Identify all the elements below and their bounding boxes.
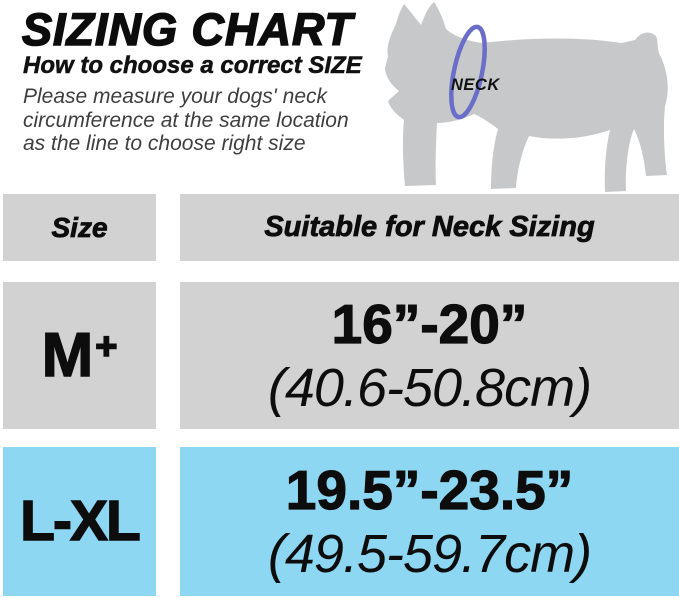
page-subtitle: How to choose a correct SIZE xyxy=(23,52,362,79)
neck-range-cm-m: (40.6-50.8cm) xyxy=(267,357,592,418)
range-cell-m: 16”-20” (40.6-50.8cm) xyxy=(180,282,679,429)
neck-range-cm-lxl: (49.5-59.7cm) xyxy=(267,523,592,584)
instruction-line-1: Please measure your dogs' neck xyxy=(23,85,328,108)
range-cell-lxl: 19.5”-23.5” (49.5-59.7cm) xyxy=(180,447,679,596)
table-header-row: Size Suitable for Neck Sizing xyxy=(0,194,679,261)
dog-silhouette-icon xyxy=(385,2,668,192)
size-label-m-text: M xyxy=(41,320,94,390)
table-row-lxl: L-XL 19.5”-23.5” (49.5-59.7cm) xyxy=(0,447,679,596)
page-title: SIZING CHART xyxy=(21,4,354,55)
neck-label: NECK xyxy=(451,76,500,94)
instruction-line-3: as the line to choose right size xyxy=(23,132,306,156)
neck-collar-line xyxy=(449,24,487,120)
dog-diagram: NECK xyxy=(377,0,673,197)
size-label-m: M+ xyxy=(41,323,118,386)
header-cell-size: Size xyxy=(3,194,156,261)
size-label-lxl: L-XL xyxy=(19,489,141,553)
size-column-header: Size xyxy=(51,211,108,243)
header-cell-neck-sizing: Suitable for Neck Sizing xyxy=(180,194,679,261)
neck-range-inches-m: 16”-20” xyxy=(331,292,528,355)
neck-sizing-column-header: Suitable for Neck Sizing xyxy=(264,211,595,244)
instruction-line-2: circumference at the same location xyxy=(23,108,349,132)
size-cell-lxl: L-XL xyxy=(3,447,156,596)
size-label-m-superscript: + xyxy=(94,325,118,368)
size-cell-m: M+ xyxy=(3,282,156,429)
neck-range-inches-lxl: 19.5”-23.5” xyxy=(285,458,574,521)
measure-instructions: Please measure your dogs' neck circumfer… xyxy=(23,85,349,156)
table-row-m: M+ 16”-20” (40.6-50.8cm) xyxy=(0,282,679,429)
